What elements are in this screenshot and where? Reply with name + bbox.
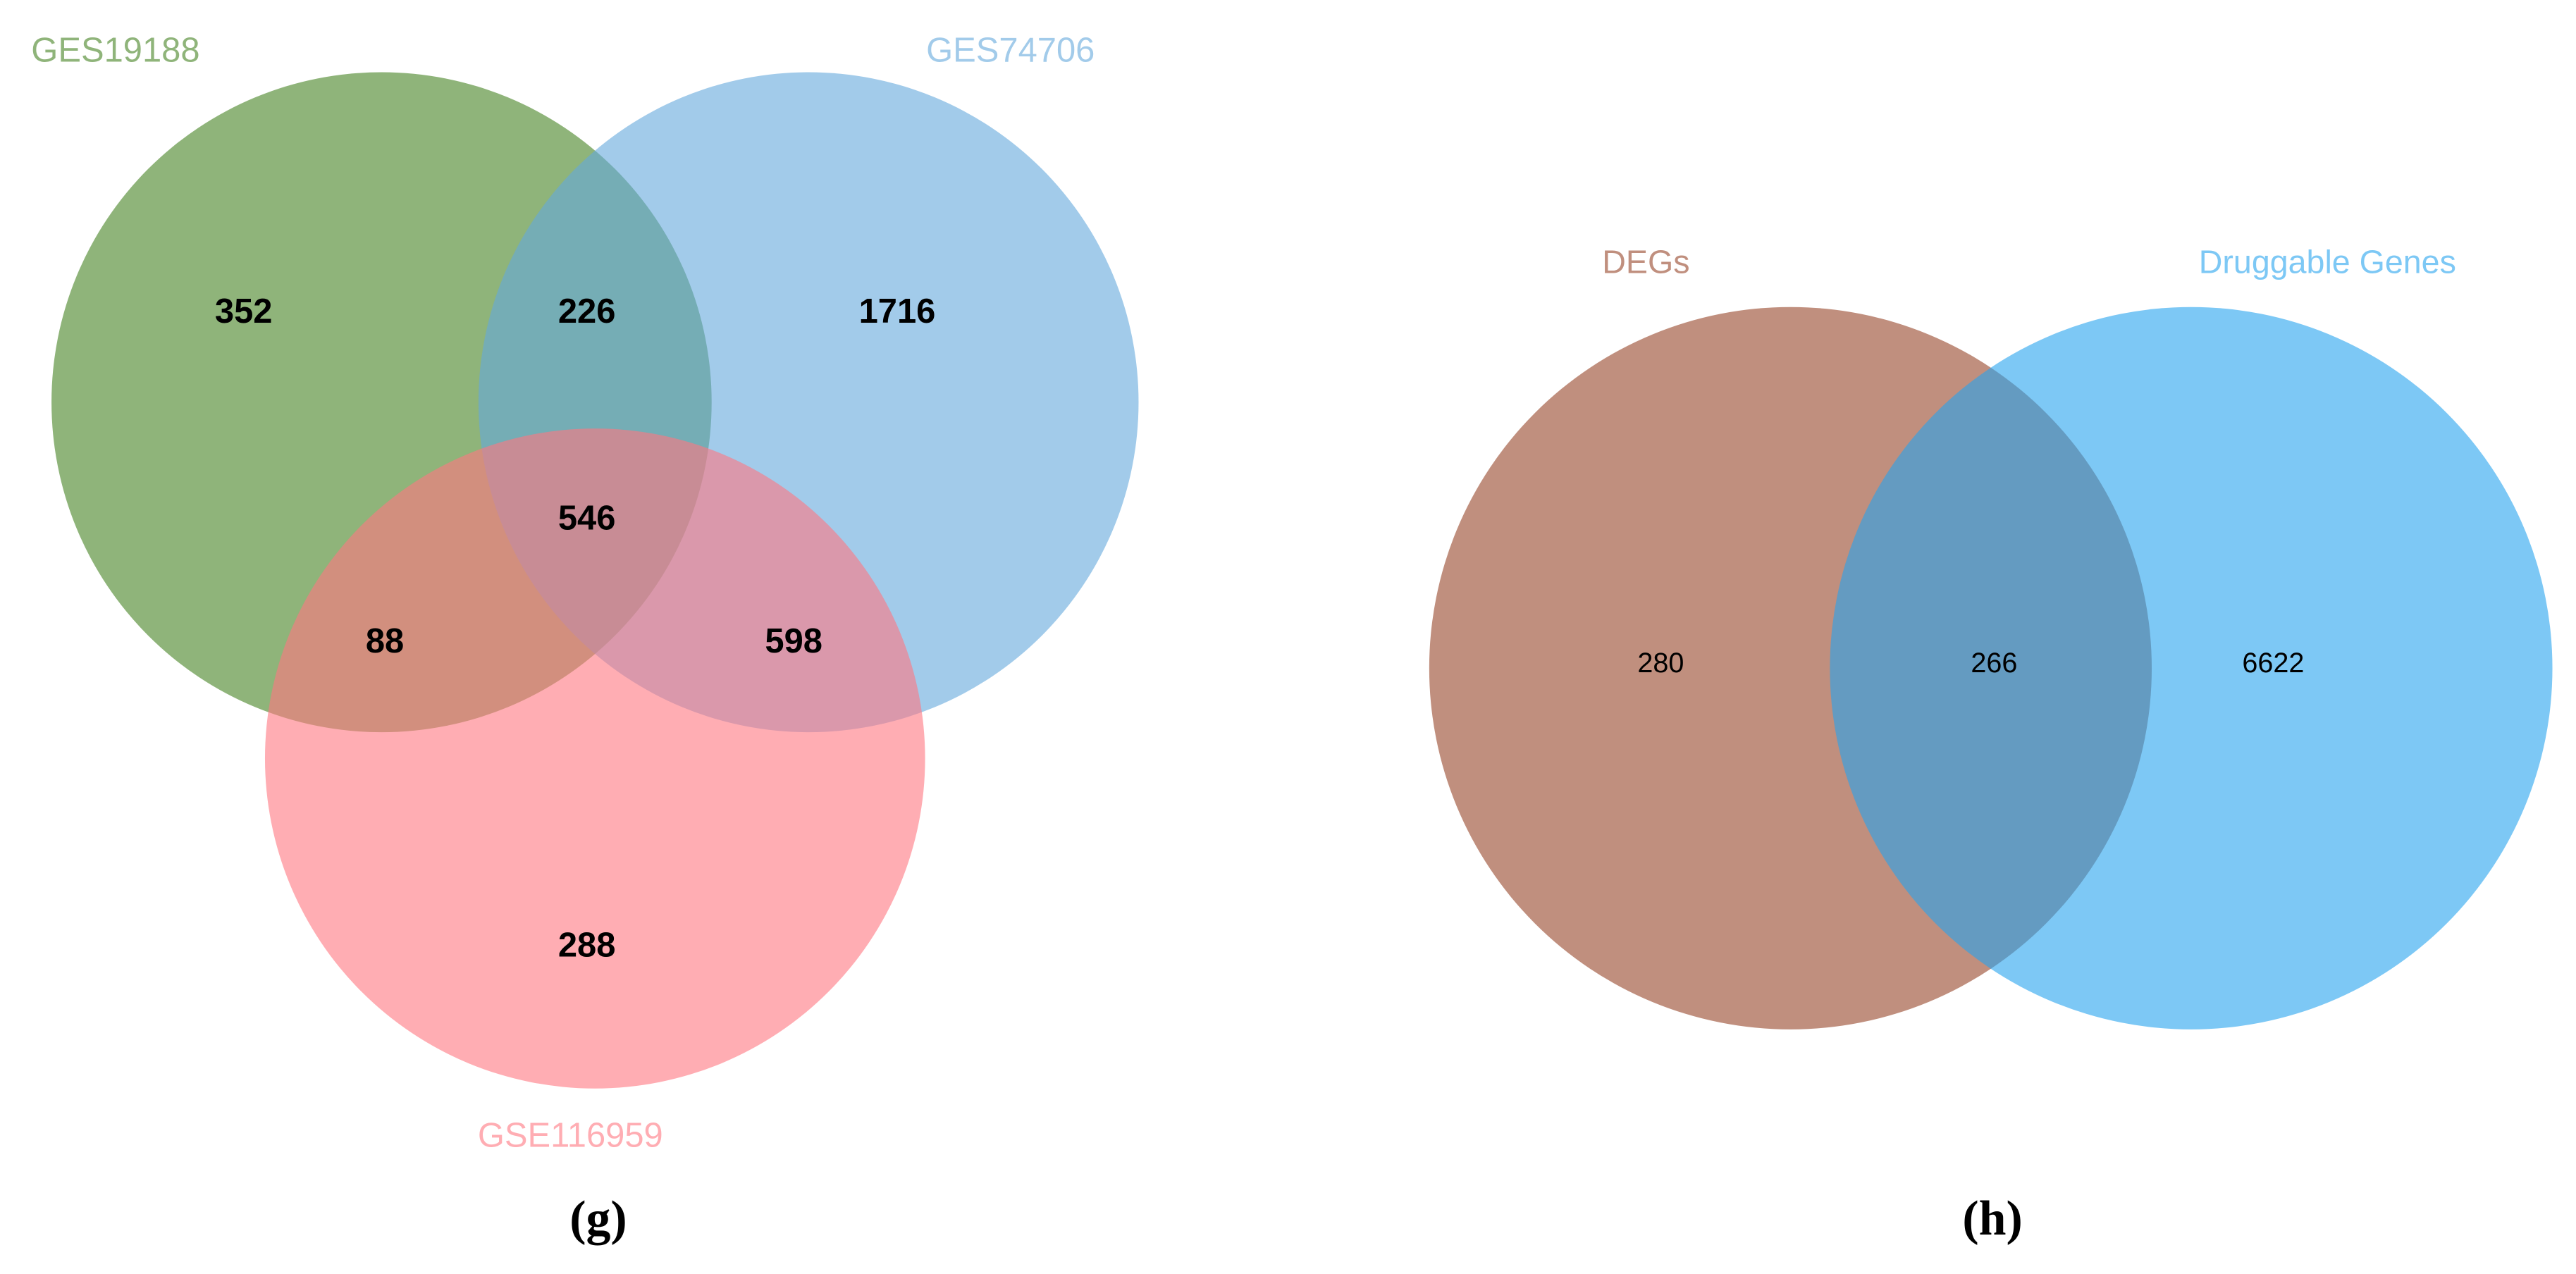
- set-label: Druggable Genes: [2199, 243, 2456, 280]
- set-circle: [264, 428, 925, 1089]
- set-label: GES74706: [926, 31, 1095, 69]
- region-count: 88: [366, 622, 404, 660]
- region-count: 598: [765, 622, 822, 660]
- set-circle: [1830, 307, 2553, 1029]
- set-label: GSE116959: [478, 1117, 663, 1155]
- region-count: 280: [1637, 648, 1684, 679]
- region-count: 546: [558, 499, 616, 537]
- region-count: 352: [215, 292, 273, 330]
- region-count: 266: [1971, 648, 2017, 679]
- panel-caption: (g): [569, 1192, 627, 1246]
- panel-caption: (h): [1962, 1192, 2022, 1246]
- region-count: 226: [558, 292, 616, 330]
- region-count: 6622: [2242, 648, 2304, 679]
- set-label: GES19188: [31, 31, 199, 69]
- region-count: 288: [558, 926, 616, 964]
- region-count: 1716: [859, 292, 936, 330]
- set-label: DEGs: [1602, 243, 1689, 280]
